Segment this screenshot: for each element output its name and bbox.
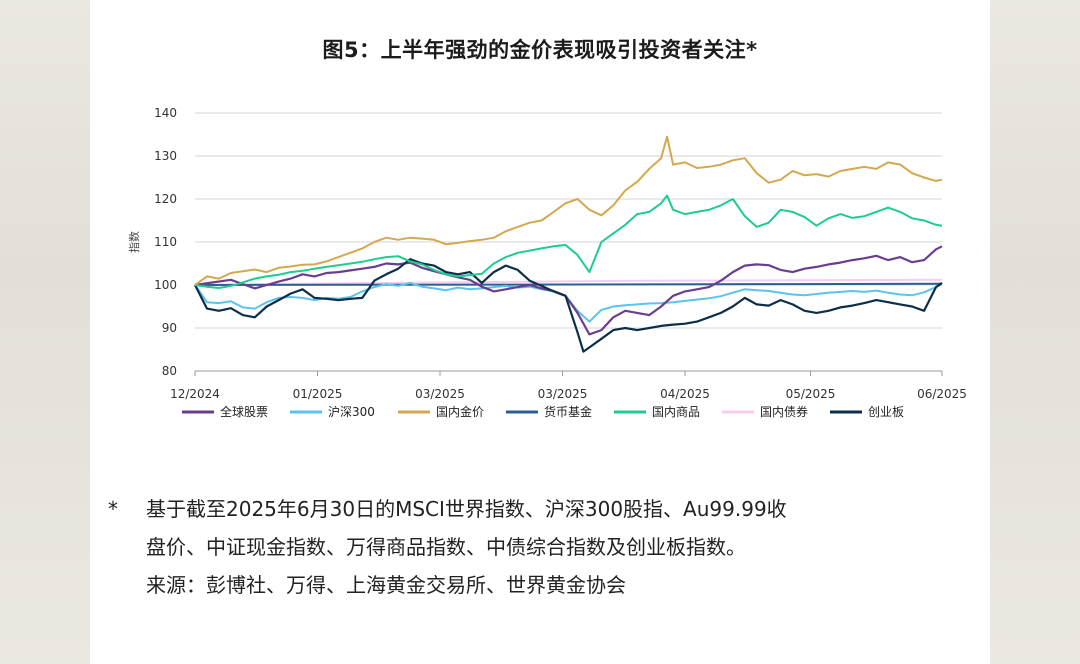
footnote-line-2: 盘价、中证现金指数、万得商品指数、中债综合指数及创业板指数。 [146, 535, 746, 559]
x-tick-label: 03/2025 [415, 387, 465, 401]
y-tick-label: 120 [154, 192, 177, 206]
series-line [194, 245, 943, 336]
series-line [194, 282, 943, 286]
y-axis-ticks: 80 90 100 110 120 130 140 [154, 106, 177, 378]
source-line: 来源：彭博社、万得、上海黄金交易所、世界黄金协会 [146, 573, 626, 597]
x-tick-label: 01/2025 [293, 387, 343, 401]
x-axis-ticks: 12/2024 01/2025 03/2025 03/2025 04/2025 05/20… [170, 370, 967, 401]
series-lines [194, 135, 943, 353]
legend: 全球股票 沪深300 国内金价 货币基金 国内商品 国内债券 创业板 [182, 404, 904, 419]
x-tick-label: 04/2025 [660, 387, 710, 401]
x-tick-label: 05/2025 [786, 387, 836, 401]
legend-label: 沪深300 [328, 405, 375, 419]
background-left [0, 0, 90, 664]
legend-label: 国内金价 [436, 404, 484, 419]
footnote: * 基于截至2025年6月30日的MSCI世界指数、沪深300股指、Au99.9… [108, 490, 968, 604]
y-tick-label: 130 [154, 149, 177, 163]
series-line [194, 258, 943, 353]
legend-label: 创业板 [868, 405, 904, 419]
legend-label: 全球股票 [220, 404, 268, 419]
gridlines [195, 112, 942, 372]
y-tick-label: 100 [154, 278, 177, 292]
legend-label: 货币基金 [544, 404, 592, 419]
chart-card: 图5：上半年强劲的金价表现吸引投资者关注* 80 90 100 110 120 130 14… [90, 0, 990, 664]
x-tick-label: 03/2025 [538, 387, 588, 401]
x-tick-label: 06/2025 [917, 387, 967, 401]
series-line [194, 194, 943, 289]
footnote-marker: * [108, 497, 118, 521]
chart-title: 图5：上半年强劲的金价表现吸引投资者关注* [322, 38, 758, 62]
legend-label: 国内债券 [760, 404, 808, 419]
line-chart: 80 90 100 110 120 130 140 12/2024 01/2025 03/202… [127, 106, 967, 419]
background-right [990, 0, 1080, 664]
y-tick-label: 80 [162, 364, 177, 378]
y-tick-label: 140 [154, 106, 177, 120]
footnote-line-1: 基于截至2025年6月30日的MSCI世界指数、沪深300股指、Au99.99收 [146, 497, 787, 521]
series-line [194, 278, 943, 286]
y-tick-label: 110 [154, 235, 177, 249]
series-line [194, 135, 943, 286]
y-axis-label: 指数 [127, 231, 141, 253]
y-tick-label: 90 [162, 321, 177, 335]
legend-label: 国内商品 [652, 404, 700, 419]
x-tick-label: 12/2024 [170, 387, 220, 401]
